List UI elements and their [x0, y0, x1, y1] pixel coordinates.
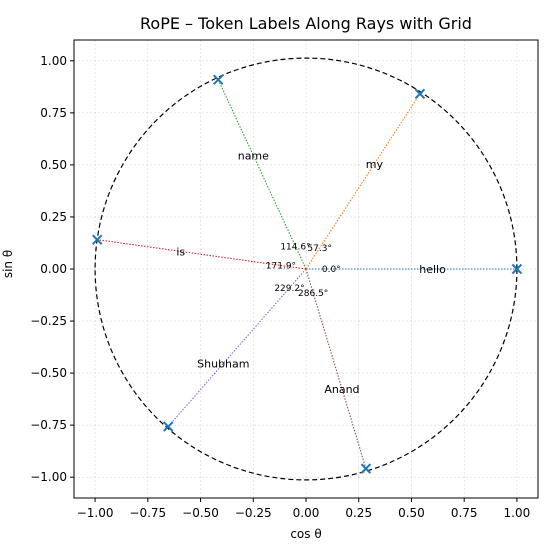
rays [97, 79, 517, 469]
token-label-name: name [238, 149, 269, 162]
y-tick-label: 0.50 [40, 158, 67, 172]
y-tick-label: −0.25 [30, 314, 67, 328]
ray-my [305, 93, 421, 270]
y-tick-label: −0.75 [30, 418, 67, 432]
marker-stroke [360, 463, 372, 474]
ray-shubham [167, 268, 307, 427]
ray-name [217, 79, 307, 270]
token-labels: hello 0.0° my 57.3° name 114.6° is 171.9° Shubha… [176, 149, 446, 395]
x-tick-label: −0.25 [235, 506, 272, 520]
token-label-my: my [366, 158, 384, 171]
x-tick-label: 1.00 [504, 506, 531, 520]
y-tick-label: 1.00 [40, 54, 67, 68]
token-label-is: is [176, 245, 185, 258]
x-tick-label: −1.00 [77, 506, 114, 520]
x-tick-label: −0.50 [182, 506, 219, 520]
marker-anand [360, 463, 372, 474]
angle-label-shubham: 229.2° [274, 284, 304, 294]
marker-my [414, 88, 426, 100]
x-tick-label: 0.00 [293, 506, 320, 520]
token-label-anand: Anand [324, 383, 359, 396]
marker-stroke [212, 74, 224, 85]
token-label-shubham: Shubham [197, 358, 249, 371]
angle-label-anand: 286.5° [298, 289, 328, 299]
ray-is [97, 239, 307, 270]
y-tick-label: 0.00 [40, 262, 67, 276]
markers [91, 74, 523, 474]
marker-stroke [162, 421, 174, 432]
ticks: −1.00 −0.75 −0.50 −0.25 0.00 0.25 0.50 0.75 1.00… [30, 54, 530, 520]
angle-label-is: 171.9° [266, 261, 296, 271]
y-axis-title: sin θ [1, 250, 15, 278]
y-tick-label: −1.00 [30, 470, 67, 484]
marker-hello [511, 263, 523, 275]
marker-stroke [511, 263, 523, 275]
x-axis-title: cos θ [290, 527, 321, 541]
x-tick-label: 0.25 [345, 506, 372, 520]
angle-label-hello: 0.0° [322, 265, 341, 275]
x-tick-label: 0.75 [451, 506, 478, 520]
marker-shubham [162, 421, 174, 432]
x-tick-label: 0.50 [398, 506, 425, 520]
marker-name [212, 74, 224, 85]
marker-stroke [91, 234, 103, 245]
chart-title: RoPE – Token Labels Along Rays with Grid [140, 14, 472, 33]
token-label-hello: hello [419, 263, 446, 276]
y-tick-label: −0.50 [30, 366, 67, 380]
angle-label-name: 114.6° [280, 242, 310, 252]
marker-stroke [414, 88, 426, 100]
y-tick-label: 0.25 [40, 210, 67, 224]
y-tick-label: 0.75 [40, 106, 67, 120]
x-tick-label: −0.75 [129, 506, 166, 520]
marker-is [91, 234, 103, 245]
angle-label-my: 57.3° [307, 244, 332, 254]
